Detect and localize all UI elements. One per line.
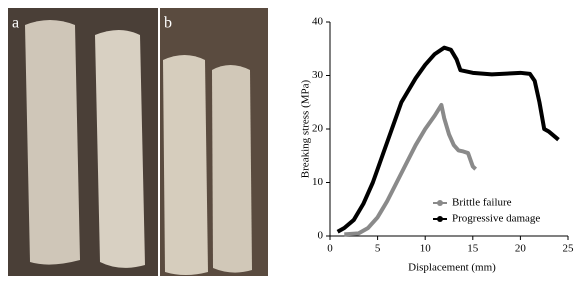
panel-label: a [12,15,19,32]
wood-piece [95,30,145,268]
wood-piece [212,65,252,273]
x-tick-label: 25 [563,243,575,255]
figure: a b Breaking stress (MPa) Displacement (… [0,0,577,281]
x-tick-label: 20 [515,243,527,255]
wood-piece [25,20,80,265]
wood-piece [163,55,208,275]
x-tick-label: 5 [375,243,381,255]
x-tick-label: 15 [467,243,479,255]
legend-marker [437,216,443,222]
y-tick-label: 0 [318,230,324,242]
panel-label: b [164,15,172,32]
y-tick-label: 30 [312,69,324,81]
legend-label: Progressive damage [452,213,540,225]
y-axis-title: Breaking stress (MPa) [300,79,312,178]
y-tick-label: 40 [312,16,324,28]
x-tick-label: 10 [420,243,432,255]
photo-panels: a b [8,8,268,276]
data-line [338,48,559,232]
y-tick-label: 10 [312,176,324,188]
legend-marker [437,200,443,206]
y-tick-label: 20 [312,123,324,135]
x-axis-title: Displacement (mm) [408,262,496,274]
legend-label: Brittle failure [452,197,512,209]
x-tick-label: 0 [327,243,333,255]
